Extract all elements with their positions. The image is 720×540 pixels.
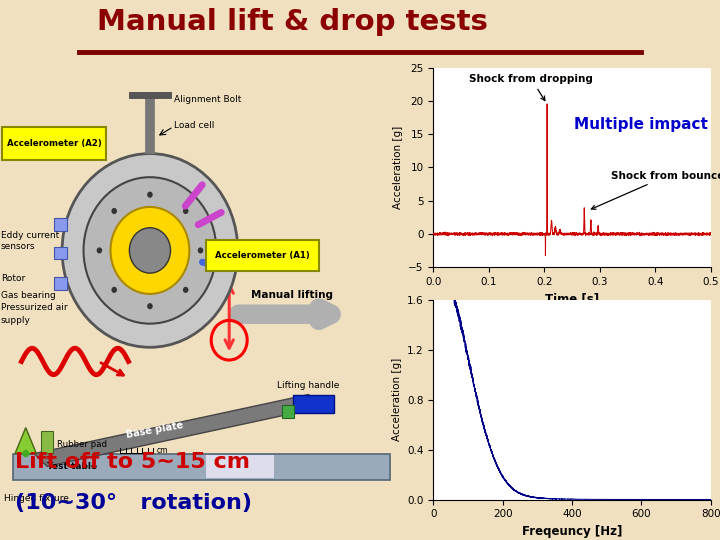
Y-axis label: Acceleration [g]: Acceleration [g] — [393, 126, 402, 209]
FancyBboxPatch shape — [13, 454, 390, 480]
Text: Lift off to 5~15 cm: Lift off to 5~15 cm — [15, 452, 250, 472]
Text: Accelerometer (A2): Accelerometer (A2) — [6, 139, 102, 148]
Text: Manual lift & drop tests: Manual lift & drop tests — [97, 8, 488, 36]
Text: Shock from bounce: Shock from bounce — [591, 171, 720, 210]
X-axis label: Time [s]: Time [s] — [545, 293, 599, 306]
FancyBboxPatch shape — [282, 405, 294, 418]
FancyBboxPatch shape — [41, 431, 53, 453]
Text: Test table: Test table — [47, 462, 97, 471]
Text: Alignment Bolt: Alignment Bolt — [174, 94, 241, 104]
Text: (10~30°   rotation): (10~30° rotation) — [15, 493, 252, 513]
Circle shape — [112, 287, 117, 293]
Text: Base plate: Base plate — [125, 420, 184, 440]
Text: Multiple impact: Multiple impact — [575, 117, 708, 132]
Circle shape — [183, 287, 189, 293]
Text: Manual lifting: Manual lifting — [251, 290, 333, 300]
Circle shape — [130, 228, 171, 273]
Circle shape — [147, 192, 153, 198]
Circle shape — [183, 208, 189, 214]
Text: Accelerometer (A1): Accelerometer (A1) — [215, 251, 310, 260]
Text: Eddy current
sensors: Eddy current sensors — [1, 231, 59, 252]
FancyBboxPatch shape — [53, 218, 67, 231]
FancyBboxPatch shape — [294, 395, 334, 414]
Circle shape — [62, 153, 238, 347]
Text: Rubber pad: Rubber pad — [57, 440, 107, 449]
FancyBboxPatch shape — [1, 127, 106, 160]
FancyBboxPatch shape — [53, 247, 67, 259]
Circle shape — [96, 247, 102, 253]
Text: Shock from dropping: Shock from dropping — [469, 74, 593, 100]
FancyBboxPatch shape — [206, 455, 274, 478]
Text: Load cell: Load cell — [174, 121, 214, 130]
Circle shape — [112, 208, 117, 214]
Text: Hinged fixture: Hinged fixture — [4, 494, 69, 503]
Polygon shape — [15, 428, 37, 454]
X-axis label: Freqeuncy [Hz]: Freqeuncy [Hz] — [522, 525, 622, 538]
Circle shape — [111, 207, 189, 294]
Text: Pressurized air
supply: Pressurized air supply — [1, 303, 68, 325]
FancyBboxPatch shape — [53, 278, 67, 289]
Circle shape — [84, 177, 216, 323]
FancyBboxPatch shape — [206, 240, 319, 271]
Circle shape — [198, 247, 203, 253]
Y-axis label: Acceleration [g]: Acceleration [g] — [392, 358, 402, 441]
Text: cm: cm — [156, 446, 168, 455]
Circle shape — [22, 450, 29, 457]
Text: Rotor: Rotor — [1, 274, 25, 284]
Text: Gas bearing: Gas bearing — [1, 291, 55, 300]
Circle shape — [147, 303, 153, 309]
Polygon shape — [35, 395, 321, 467]
Text: Lifting handle: Lifting handle — [277, 381, 340, 389]
